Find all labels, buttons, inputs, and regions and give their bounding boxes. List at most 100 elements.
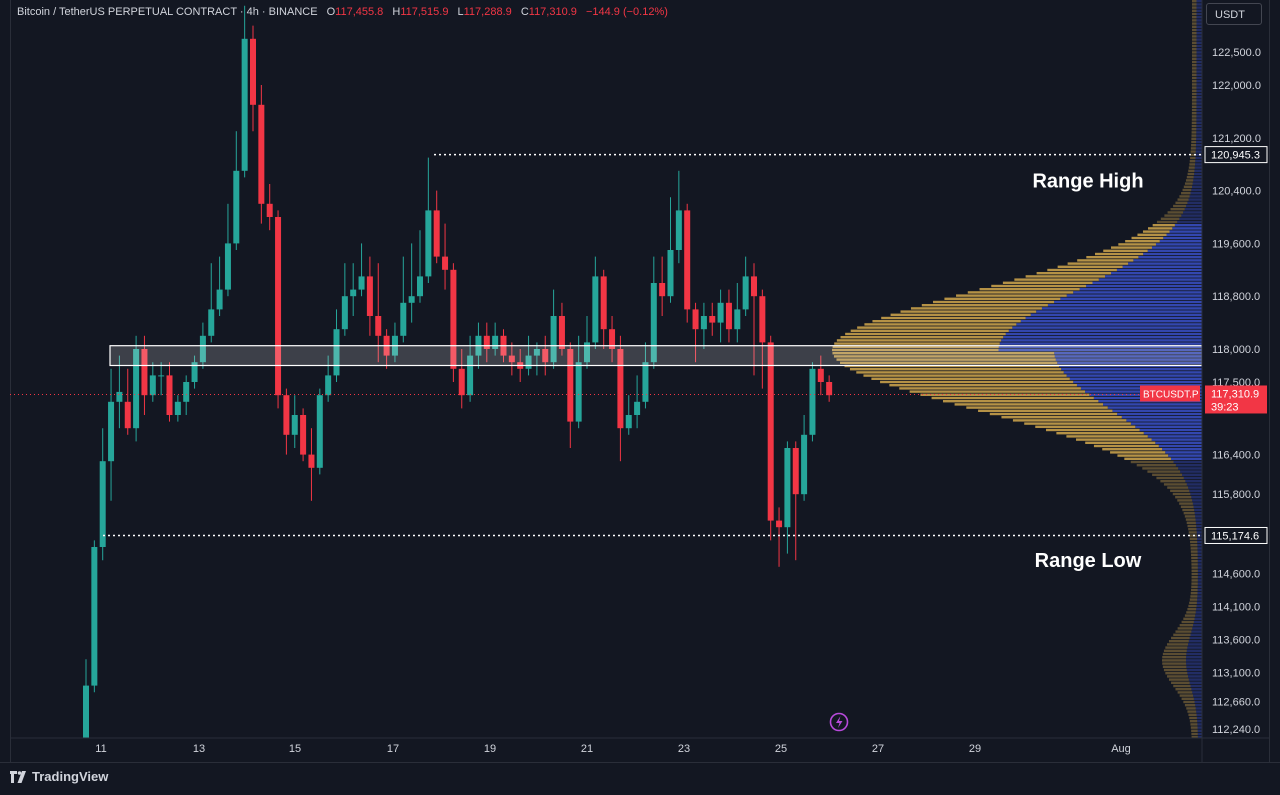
volume-profile-up-row — [1152, 224, 1175, 227]
volume-profile-down-row — [1130, 422, 1202, 425]
volume-profile-down-row — [1196, 531, 1202, 534]
volume-profile-up-row — [1191, 92, 1197, 96]
price-chart[interactable]: Range High Range Low 122,500.0 122,000.0 121… — [0, 0, 1280, 762]
symbol-title: Bitcoin / TetherUS PERPETUAL CONTRACT · … — [17, 6, 318, 18]
volume-profile-up-row — [1167, 675, 1189, 678]
volume-profile-up-row — [1189, 720, 1198, 723]
range-annotation: Range Low — [1035, 550, 1142, 572]
candle — [366, 256, 373, 336]
volume-profile-up-row — [1191, 32, 1197, 35]
volume-profile-down-row — [1196, 32, 1202, 35]
volume-profile-down-row — [1186, 662, 1202, 665]
volume-profile-up-row — [1191, 99, 1197, 102]
current-price-label: 117,310.9 — [1211, 388, 1259, 400]
volume-profile-up-row — [1189, 716, 1197, 720]
volume-profile-down-row — [1196, 102, 1202, 105]
volume-profile-down-row — [1025, 316, 1202, 320]
volume-profile-up-row — [1190, 595, 1198, 598]
candle — [734, 283, 741, 343]
currency-selector[interactable]: USDT — [1206, 3, 1262, 25]
volume-profile-up-row — [1165, 646, 1188, 649]
volume-profile-up-row — [1190, 592, 1198, 595]
volume-profile-up-row — [1191, 729, 1198, 732]
volume-profile-down-row — [1194, 508, 1202, 512]
volume-profile-down-row — [1163, 236, 1202, 240]
volume-profile-up-row — [1191, 89, 1197, 92]
volume-profile-up-row — [1189, 537, 1198, 540]
price-axis-label: 113,100.0 — [1212, 667, 1260, 679]
candle-body — [634, 401, 641, 415]
volume-profile-up-row — [849, 368, 1062, 371]
volume-profile-up-row — [1190, 544, 1198, 547]
low-value: 117,288.9 — [463, 6, 512, 18]
volume-profile-up-row — [1179, 694, 1194, 697]
volume-profile-down-row — [1193, 624, 1202, 627]
volume-profile-down-row — [1194, 512, 1202, 515]
volume-profile-down-row — [1197, 726, 1202, 729]
volume-profile-down-row — [1121, 416, 1202, 419]
candle — [408, 243, 415, 323]
volume-profile-down-row — [1155, 243, 1202, 246]
volume-profile-up-row — [1167, 643, 1189, 646]
volume-profile-up-row — [1192, 6, 1197, 9]
volume-profile-up-row — [954, 403, 1104, 406]
volume-profile-down-row — [1188, 198, 1202, 201]
candle — [492, 322, 499, 356]
volume-profile-down-row — [1195, 150, 1202, 153]
volume-profile-down-row — [1179, 217, 1202, 220]
volume-profile-down-row — [1196, 41, 1202, 44]
volume-profile-up-row — [1183, 185, 1192, 188]
volume-profile-down-row — [1186, 652, 1202, 656]
volume-profile-down-row — [1196, 44, 1202, 48]
candle-body — [333, 329, 340, 376]
candle-body — [592, 276, 599, 343]
volume-profile-down-row — [1170, 457, 1202, 460]
volume-profile-up-row — [1111, 246, 1152, 249]
volume-profile-down-row — [1194, 700, 1202, 704]
volume-profile-up-row — [1162, 665, 1187, 668]
candle — [224, 203, 231, 297]
volume-profile-down-row — [1196, 0, 1202, 3]
candle-body — [751, 276, 757, 297]
volume-profile-up-row — [1191, 563, 1198, 566]
volume-profile-up-row — [1035, 425, 1136, 428]
volume-profile-down-row — [1197, 560, 1202, 563]
volume-profile-up-row — [1191, 115, 1197, 118]
tradingview-brand[interactable]: TradingView — [10, 769, 108, 784]
volume-profile-up-row — [1130, 460, 1174, 464]
volume-profile-down-row — [1166, 233, 1202, 236]
price-axis-label: 120,400.0 — [1212, 186, 1261, 198]
volume-profile-up-row — [1103, 249, 1148, 252]
candle — [417, 230, 423, 303]
candle — [149, 362, 156, 402]
volume-profile-up-row — [890, 313, 1031, 316]
volume-profile-down-row — [1196, 64, 1202, 67]
volume-profile-up-row — [1191, 105, 1197, 108]
volume-profile-up-row — [1142, 230, 1170, 233]
volume-profile-up-row — [856, 371, 1064, 374]
volume-profile-up-row — [1110, 451, 1166, 454]
volume-profile-up-row — [1191, 57, 1197, 60]
volume-profile-up-row — [1002, 281, 1093, 284]
bottom-bar — [0, 762, 1280, 795]
candle — [266, 184, 273, 231]
candle — [133, 335, 140, 442]
volume-profile-down-row — [1192, 627, 1202, 630]
volume-profile-down-row — [1193, 179, 1202, 182]
candle-body — [492, 335, 499, 349]
volume-profile-down-row — [1193, 505, 1202, 508]
volume-profile-down-row — [1196, 3, 1202, 6]
candle-body — [667, 250, 674, 297]
brand-label: TradingView — [32, 769, 109, 784]
volume-profile-up-row — [1190, 150, 1196, 153]
time-axis-label: 11 — [95, 743, 106, 755]
candle — [83, 659, 89, 738]
volume-profile-up-row — [1192, 3, 1197, 6]
price-axis-label: 112,240.0 — [1212, 724, 1260, 736]
candle-body — [199, 335, 206, 363]
volume-profile-down-row — [1066, 374, 1202, 377]
candle-body — [759, 296, 766, 343]
volume-profile-down-row — [1190, 633, 1202, 636]
volume-profile-up-row — [1190, 547, 1198, 550]
candle — [784, 441, 791, 554]
